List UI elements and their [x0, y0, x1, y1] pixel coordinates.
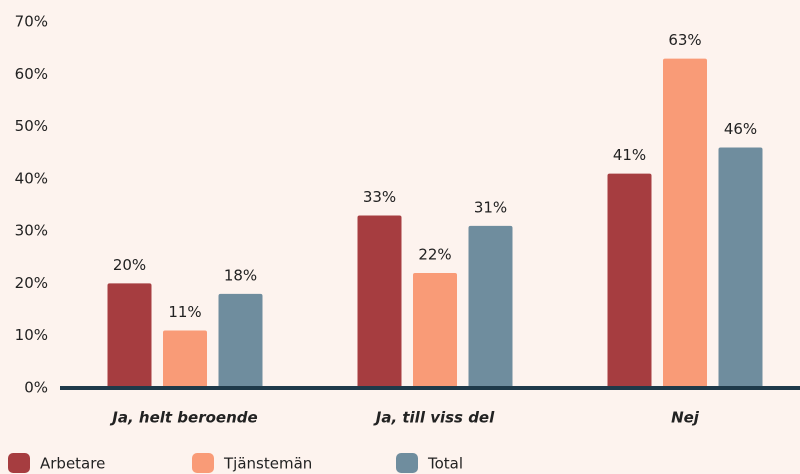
- y-tick-label: 0%: [24, 379, 48, 397]
- bar: [107, 283, 152, 388]
- legend-label: Total: [427, 455, 463, 473]
- x-tick-label: Nej: [671, 409, 700, 427]
- data-label: 31%: [474, 198, 507, 216]
- bar: [663, 58, 707, 388]
- y-tick-label: 50%: [15, 117, 48, 135]
- data-label: 46%: [724, 120, 757, 138]
- y-tick-label: 30%: [15, 222, 48, 240]
- data-label: 41%: [613, 146, 646, 164]
- bar: [163, 330, 207, 388]
- data-label: 18%: [224, 266, 257, 284]
- legend-swatch: [8, 453, 30, 473]
- bar: [468, 225, 513, 388]
- legend-swatch: [396, 453, 418, 473]
- y-tick-label: 10%: [15, 326, 48, 344]
- data-label: 33%: [363, 188, 396, 206]
- bar: [413, 272, 457, 388]
- y-tick-label: 40%: [15, 169, 48, 187]
- y-tick-label: 60%: [15, 65, 48, 83]
- data-label: 22%: [418, 245, 451, 263]
- x-tick-label: Ja, till viss del: [373, 409, 495, 427]
- data-label: 20%: [113, 256, 146, 274]
- bar: [218, 293, 263, 388]
- bar: [718, 147, 763, 388]
- bar: [357, 215, 402, 388]
- y-tick-label: 20%: [15, 274, 48, 292]
- data-label: 63%: [668, 31, 701, 49]
- x-tick-label: Ja, helt beroende: [109, 409, 257, 427]
- legend-label: Arbetare: [40, 455, 105, 473]
- data-label: 11%: [168, 303, 201, 321]
- legend-swatch: [192, 453, 214, 473]
- bar: [607, 173, 652, 388]
- y-tick-label: 70%: [15, 13, 48, 31]
- legend-label: Tjänstemän: [223, 455, 312, 473]
